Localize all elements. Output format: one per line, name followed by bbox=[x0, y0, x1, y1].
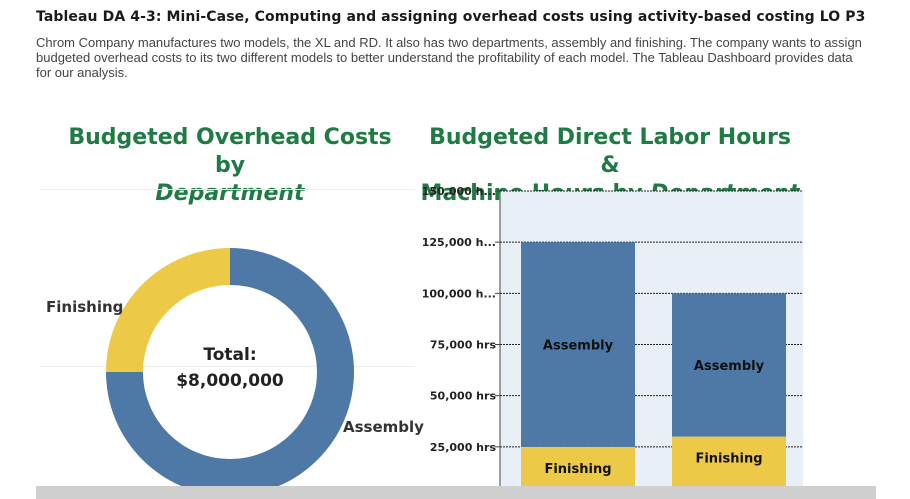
bar-label-finishing: Finishing bbox=[695, 452, 762, 467]
donut-label-finishing: Finishing bbox=[46, 298, 123, 316]
donut-chart-title: Budgeted Overhead Costs by Department bbox=[50, 124, 410, 208]
divider-mid bbox=[40, 366, 415, 367]
bar-segment-assembly[interactable] bbox=[672, 293, 786, 437]
bar-label-assembly: Assembly bbox=[694, 359, 765, 374]
page-title: Tableau DA 4-3: Mini-Case, Computing and… bbox=[36, 9, 866, 25]
bar-label-finishing: Finishing bbox=[544, 462, 611, 477]
y-tick-label: 125,000 h... bbox=[422, 236, 496, 249]
y-tick-label: 75,000 hrs bbox=[430, 339, 497, 352]
intro-paragraph: Chrom Company manufactures two models, t… bbox=[36, 35, 862, 80]
donut-slice-assembly[interactable] bbox=[106, 248, 354, 496]
horizontal-scrollbar[interactable] bbox=[0, 486, 910, 499]
bar-label-assembly: Assembly bbox=[543, 339, 614, 354]
y-tick-label: 100,000 h... bbox=[422, 287, 496, 300]
y-tick-label: 25,000 hrs bbox=[430, 441, 497, 454]
scrollbar-right-gap bbox=[876, 486, 910, 499]
donut-slice-finishing[interactable] bbox=[106, 248, 230, 372]
donut-center-value: $8,000,000 bbox=[176, 371, 284, 391]
donut-title-line1: Budgeted Overhead Costs by bbox=[68, 125, 392, 178]
bar-title-line1: Budgeted Direct Labor Hours & bbox=[429, 125, 791, 178]
divider-top bbox=[40, 189, 415, 190]
donut-center-label: Total: bbox=[203, 345, 256, 365]
y-tick-label: 150,000 h... bbox=[422, 185, 496, 198]
donut-title-line2: Department bbox=[155, 181, 305, 206]
bar-segment-assembly[interactable] bbox=[521, 242, 635, 447]
scrollbar-left-gap bbox=[0, 486, 36, 499]
y-tick-label: 50,000 hrs bbox=[430, 390, 497, 403]
donut-label-assembly: Assembly bbox=[343, 418, 424, 436]
